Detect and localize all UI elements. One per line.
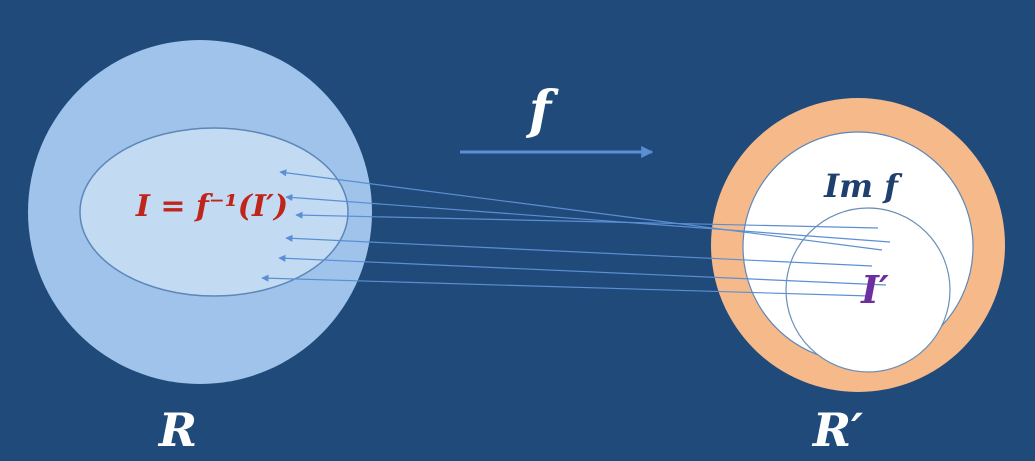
codomain-label: R′ — [811, 403, 863, 457]
ideal-label: I′ — [860, 267, 889, 312]
preimage-arrows — [261, 169, 891, 297]
preimage-arrow — [295, 211, 879, 229]
ideal-circle — [785, 207, 951, 373]
preimage-arrow — [261, 274, 871, 297]
preimage-arrow — [285, 234, 873, 267]
map-label: f — [525, 80, 559, 141]
preimage-arrow — [279, 169, 883, 251]
domain-label: R — [157, 403, 197, 457]
preimage-arrow — [278, 254, 887, 286]
preimage-label: I = f⁻¹(I′) — [135, 189, 288, 224]
image-label: Im f — [823, 167, 903, 205]
preimage-arrow — [285, 193, 891, 243]
